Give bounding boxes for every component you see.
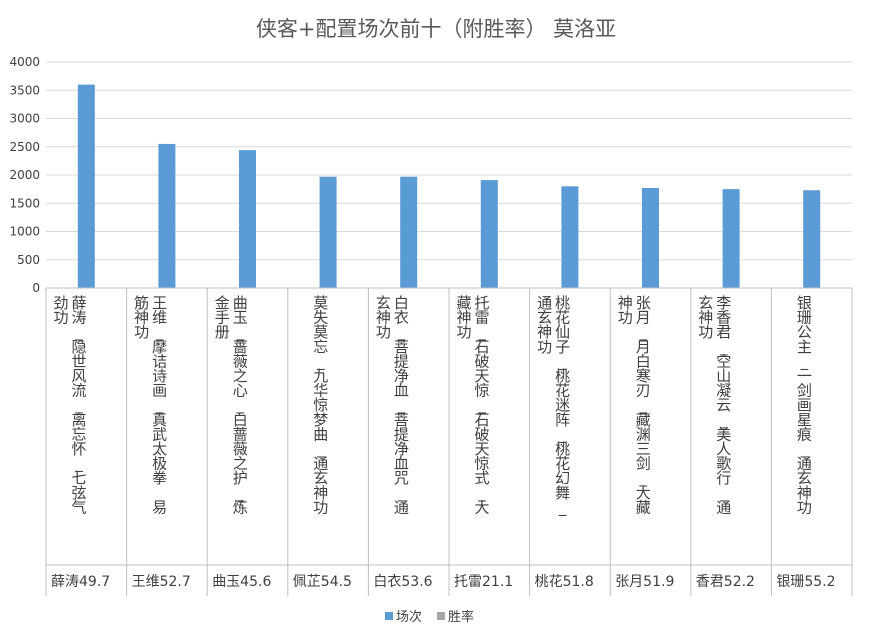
legend-label: 胜率 (448, 609, 474, 625)
x-tick-label: 桃花仙子_桃花迷阵_桃花幻舞_ (555, 294, 570, 517)
sub-label: 白衣53.6 (373, 574, 432, 590)
y-tick-label: 0 (32, 281, 40, 295)
y-tick-label: 2500 (9, 140, 40, 154)
sub-label: 曲玉45.6 (212, 574, 271, 590)
bar (480, 180, 498, 288)
chart-title: 侠客+配置场次前十（附胜率） 莫洛亚 (256, 17, 616, 41)
x-tick-label: 曲玉_蔷薇之心_白蔷薇之护_炼 (233, 294, 248, 516)
sub-label: 银珊55.2 (776, 574, 835, 590)
x-tick-label: 莫失莫忘_九华惊梦曲_通玄神功 (313, 294, 328, 516)
bars (77, 84, 821, 288)
x-tick-label: 通玄神功 (537, 294, 552, 356)
y-axis: 0 500 1000 1500 2000 2500 3000 3500 4000 (9, 55, 40, 295)
bar (803, 190, 821, 288)
bar (642, 187, 659, 288)
x-tick-label: 筋神功 (134, 294, 149, 341)
x-tick-label: 玄神功 (698, 294, 713, 341)
sub-label: 薛涛49.7 (51, 574, 110, 590)
x-tick-label: 白衣_菩提净血_菩提净血咒_通 (394, 294, 409, 516)
y-tick-label: 2000 (9, 168, 40, 182)
y-tick-label: 3500 (9, 83, 40, 97)
x-tick-label: 神功 (618, 294, 633, 327)
x-tick-label: 劲功 (53, 294, 68, 327)
x-tick-label: 张月_月白寒刃_藏渊三剑_大藏 (636, 294, 651, 516)
x-tick-label: 藏神功 (456, 294, 471, 341)
x-tick-label: 金手册 (215, 294, 230, 341)
bar (158, 143, 176, 288)
legend-swatch (385, 612, 393, 620)
x-tick-label: 王维_摩诘诗画_真武太极拳_易 (152, 294, 167, 516)
sub-label: 佩芷54.5 (293, 574, 352, 590)
y-tick-label: 500 (17, 253, 40, 267)
bar (319, 176, 337, 288)
x-tick-label: 李香君_空山凝云_美人歌行_通 (716, 294, 731, 516)
x-tick-label: 玄神功 (376, 294, 391, 341)
y-tick-label: 4000 (9, 55, 40, 69)
gridlines (46, 61, 852, 261)
bar (77, 84, 95, 288)
bar (239, 150, 256, 288)
y-tick-label: 1500 (9, 196, 40, 210)
sub-label: 香君52.2 (696, 574, 755, 590)
y-tick-label: 1000 (9, 225, 40, 239)
sub-label: 王维52.7 (132, 574, 191, 590)
legend: 场次 胜率 (385, 609, 474, 625)
legend-label: 场次 (396, 609, 422, 625)
bar (400, 176, 418, 288)
sub-label: 桃花51.8 (535, 574, 594, 590)
x-tick-label: 托雷_石破天惊_石破天惊式_大 (474, 294, 489, 516)
legend-swatch (437, 612, 445, 620)
sub-label: 托雷21.1 (454, 574, 513, 590)
y-tick-label: 3000 (9, 112, 40, 126)
bar (722, 189, 740, 288)
sub-label: 张月51.9 (615, 574, 674, 590)
x-tick-label: 薛涛_隐世风流_离忘怀_七弦气 (71, 294, 86, 516)
x-tick-label: 银珊公主_一剑画星痕_通玄神功 (797, 294, 812, 516)
bar (561, 186, 579, 288)
